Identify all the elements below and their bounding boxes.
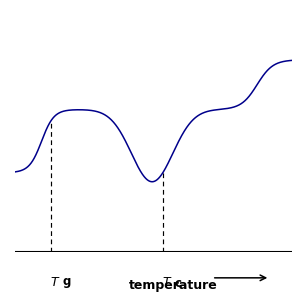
Text: $T$: $T$ [162, 276, 172, 289]
Text: $\mathbf{c}$: $\mathbf{c}$ [174, 277, 182, 290]
Text: temperature: temperature [129, 279, 218, 292]
Text: $\mathbf{g}$: $\mathbf{g}$ [62, 276, 71, 290]
Text: $T$: $T$ [50, 276, 60, 289]
